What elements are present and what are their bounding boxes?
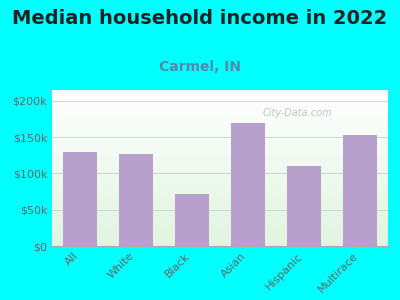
Bar (231, 123, 265, 246)
Text: Median household income in 2022: Median household income in 2022 (12, 9, 388, 28)
Bar (63, 152, 97, 246)
Bar (343, 135, 377, 246)
Bar (119, 154, 153, 246)
Text: Carmel, IN: Carmel, IN (159, 60, 241, 74)
Bar (287, 166, 321, 246)
Text: City-Data.com: City-Data.com (262, 108, 332, 118)
Bar (175, 194, 209, 246)
